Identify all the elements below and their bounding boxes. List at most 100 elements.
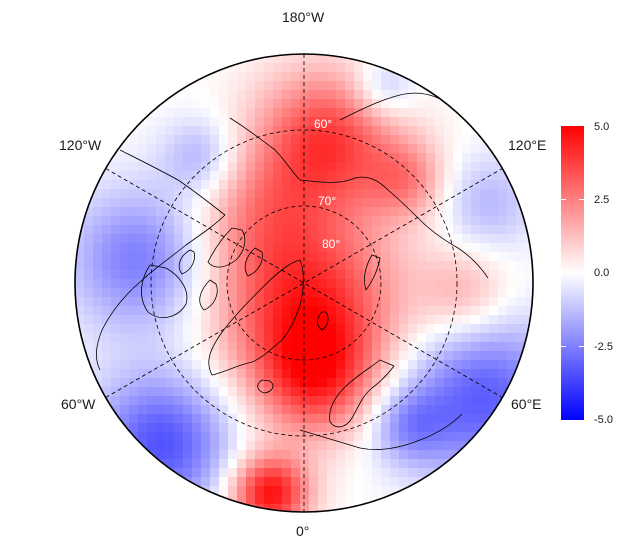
field-cell <box>111 279 121 289</box>
field-cell <box>192 333 202 343</box>
field-cell <box>291 63 301 73</box>
field-cell <box>327 270 337 280</box>
field-cell <box>336 279 346 289</box>
field-cell <box>264 225 274 235</box>
field-cell <box>489 234 499 244</box>
field-cell <box>255 306 265 316</box>
field-cell <box>210 459 220 469</box>
field-cell <box>462 180 472 190</box>
field-cell <box>435 378 445 388</box>
field-cell <box>426 360 436 370</box>
field-cell <box>201 360 211 370</box>
field-cell <box>345 189 355 199</box>
field-cell <box>264 351 274 361</box>
field-cell <box>327 279 337 289</box>
field-cell <box>309 306 319 316</box>
field-cell <box>210 279 220 289</box>
field-cell <box>498 315 508 325</box>
field-cell <box>489 297 499 307</box>
field-cell <box>327 324 337 334</box>
field-cell <box>399 306 409 316</box>
field-cell <box>453 171 463 181</box>
field-cell <box>453 234 463 244</box>
field-cell <box>345 342 355 352</box>
field-cell <box>174 288 184 298</box>
field-cell <box>102 171 112 181</box>
field-cell <box>111 198 121 208</box>
field-cell <box>489 360 499 370</box>
field-cell <box>318 135 328 145</box>
field-cell <box>228 486 238 496</box>
field-cell <box>318 216 328 226</box>
field-cell <box>318 414 328 424</box>
field-cell <box>309 450 319 460</box>
field-cell <box>480 378 490 388</box>
field-cell <box>147 171 157 181</box>
field-cell <box>408 324 418 334</box>
field-cell <box>219 369 229 379</box>
field-cell <box>453 225 463 235</box>
field-cell <box>201 405 211 415</box>
field-cell <box>363 162 373 172</box>
field-cell <box>435 189 445 199</box>
field-cell <box>309 126 319 136</box>
field-cell <box>147 252 157 262</box>
field-cell <box>345 99 355 109</box>
field-cell <box>228 387 238 397</box>
field-cell <box>336 423 346 433</box>
field-cell <box>228 288 238 298</box>
field-cell <box>516 279 526 289</box>
field-cell <box>309 459 319 469</box>
field-cell <box>282 81 292 91</box>
field-cell <box>309 279 319 289</box>
field-cell <box>399 225 409 235</box>
field-cell <box>273 369 283 379</box>
field-cell <box>444 117 454 127</box>
field-cell <box>102 306 112 316</box>
field-cell <box>273 423 283 433</box>
field-cell <box>138 198 148 208</box>
field-cell <box>381 144 391 154</box>
field-cell <box>282 495 292 505</box>
field-cell <box>516 297 526 307</box>
field-cell <box>417 108 427 118</box>
field-cell <box>300 261 310 271</box>
field-cell <box>165 360 175 370</box>
field-cell <box>264 495 274 505</box>
field-cell <box>363 486 373 496</box>
field-cell <box>309 270 319 280</box>
field-cell <box>282 351 292 361</box>
field-cell <box>219 54 229 64</box>
field-cell <box>363 504 373 512</box>
field-cell <box>426 117 436 127</box>
field-cell <box>435 144 445 154</box>
field-cell <box>471 297 481 307</box>
field-cell <box>471 360 481 370</box>
field-cell <box>345 306 355 316</box>
field-cell <box>273 144 283 154</box>
field-cell <box>192 468 202 478</box>
field-cell <box>417 288 427 298</box>
field-cell <box>363 333 373 343</box>
field-cell <box>219 396 229 406</box>
field-cell <box>129 342 139 352</box>
field-cell <box>462 234 472 244</box>
field-cell <box>489 153 499 163</box>
field-cell <box>372 81 382 91</box>
field-cell <box>453 432 463 442</box>
field-cell <box>417 99 427 109</box>
field-cell <box>219 423 229 433</box>
field-cell <box>381 234 391 244</box>
field-cell <box>228 126 238 136</box>
field-cell <box>480 243 490 253</box>
field-cell <box>165 126 175 136</box>
field-cell <box>327 306 337 316</box>
field-cell <box>435 387 445 397</box>
field-cell <box>525 243 533 253</box>
field-cell <box>228 378 238 388</box>
field-cell <box>363 72 373 82</box>
field-cell <box>453 333 463 343</box>
field-cell <box>120 396 130 406</box>
field-cell <box>102 351 112 361</box>
field-cell <box>246 117 256 127</box>
